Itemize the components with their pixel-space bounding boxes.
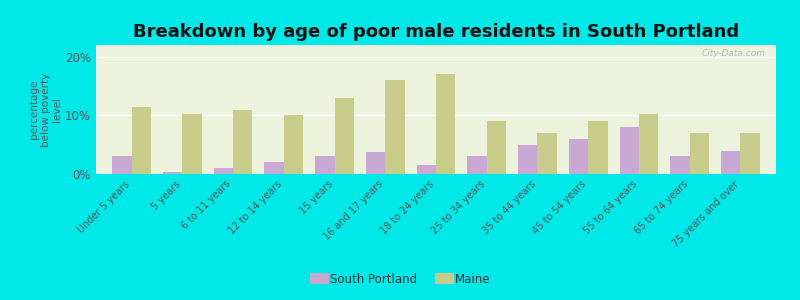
Bar (182, 114, 202, 174)
Bar (588, 121, 607, 174)
Bar (690, 133, 709, 174)
Bar (163, 172, 182, 174)
Bar (436, 74, 455, 174)
Bar (569, 139, 588, 174)
Bar (265, 162, 284, 174)
Bar (538, 133, 557, 174)
Bar (334, 98, 354, 174)
Bar (233, 110, 252, 174)
Y-axis label: percentage
below poverty
level: percentage below poverty level (29, 72, 62, 147)
Bar (741, 133, 760, 174)
Bar (721, 151, 741, 174)
Bar (467, 156, 486, 174)
Bar (131, 106, 151, 174)
Bar (670, 156, 690, 174)
Bar (639, 114, 658, 174)
Bar (214, 168, 233, 174)
Bar (518, 145, 538, 174)
Title: Breakdown by age of poor male residents in South Portland: Breakdown by age of poor male residents … (133, 23, 739, 41)
Bar (620, 127, 639, 174)
Bar (417, 165, 436, 174)
Bar (315, 156, 334, 174)
Bar (366, 152, 386, 174)
Bar (486, 121, 506, 174)
Text: City-Data.com: City-Data.com (702, 49, 766, 58)
Bar (386, 80, 405, 174)
Bar (284, 116, 303, 174)
Legend: South Portland, Maine: South Portland, Maine (305, 269, 495, 291)
Bar (112, 156, 131, 174)
